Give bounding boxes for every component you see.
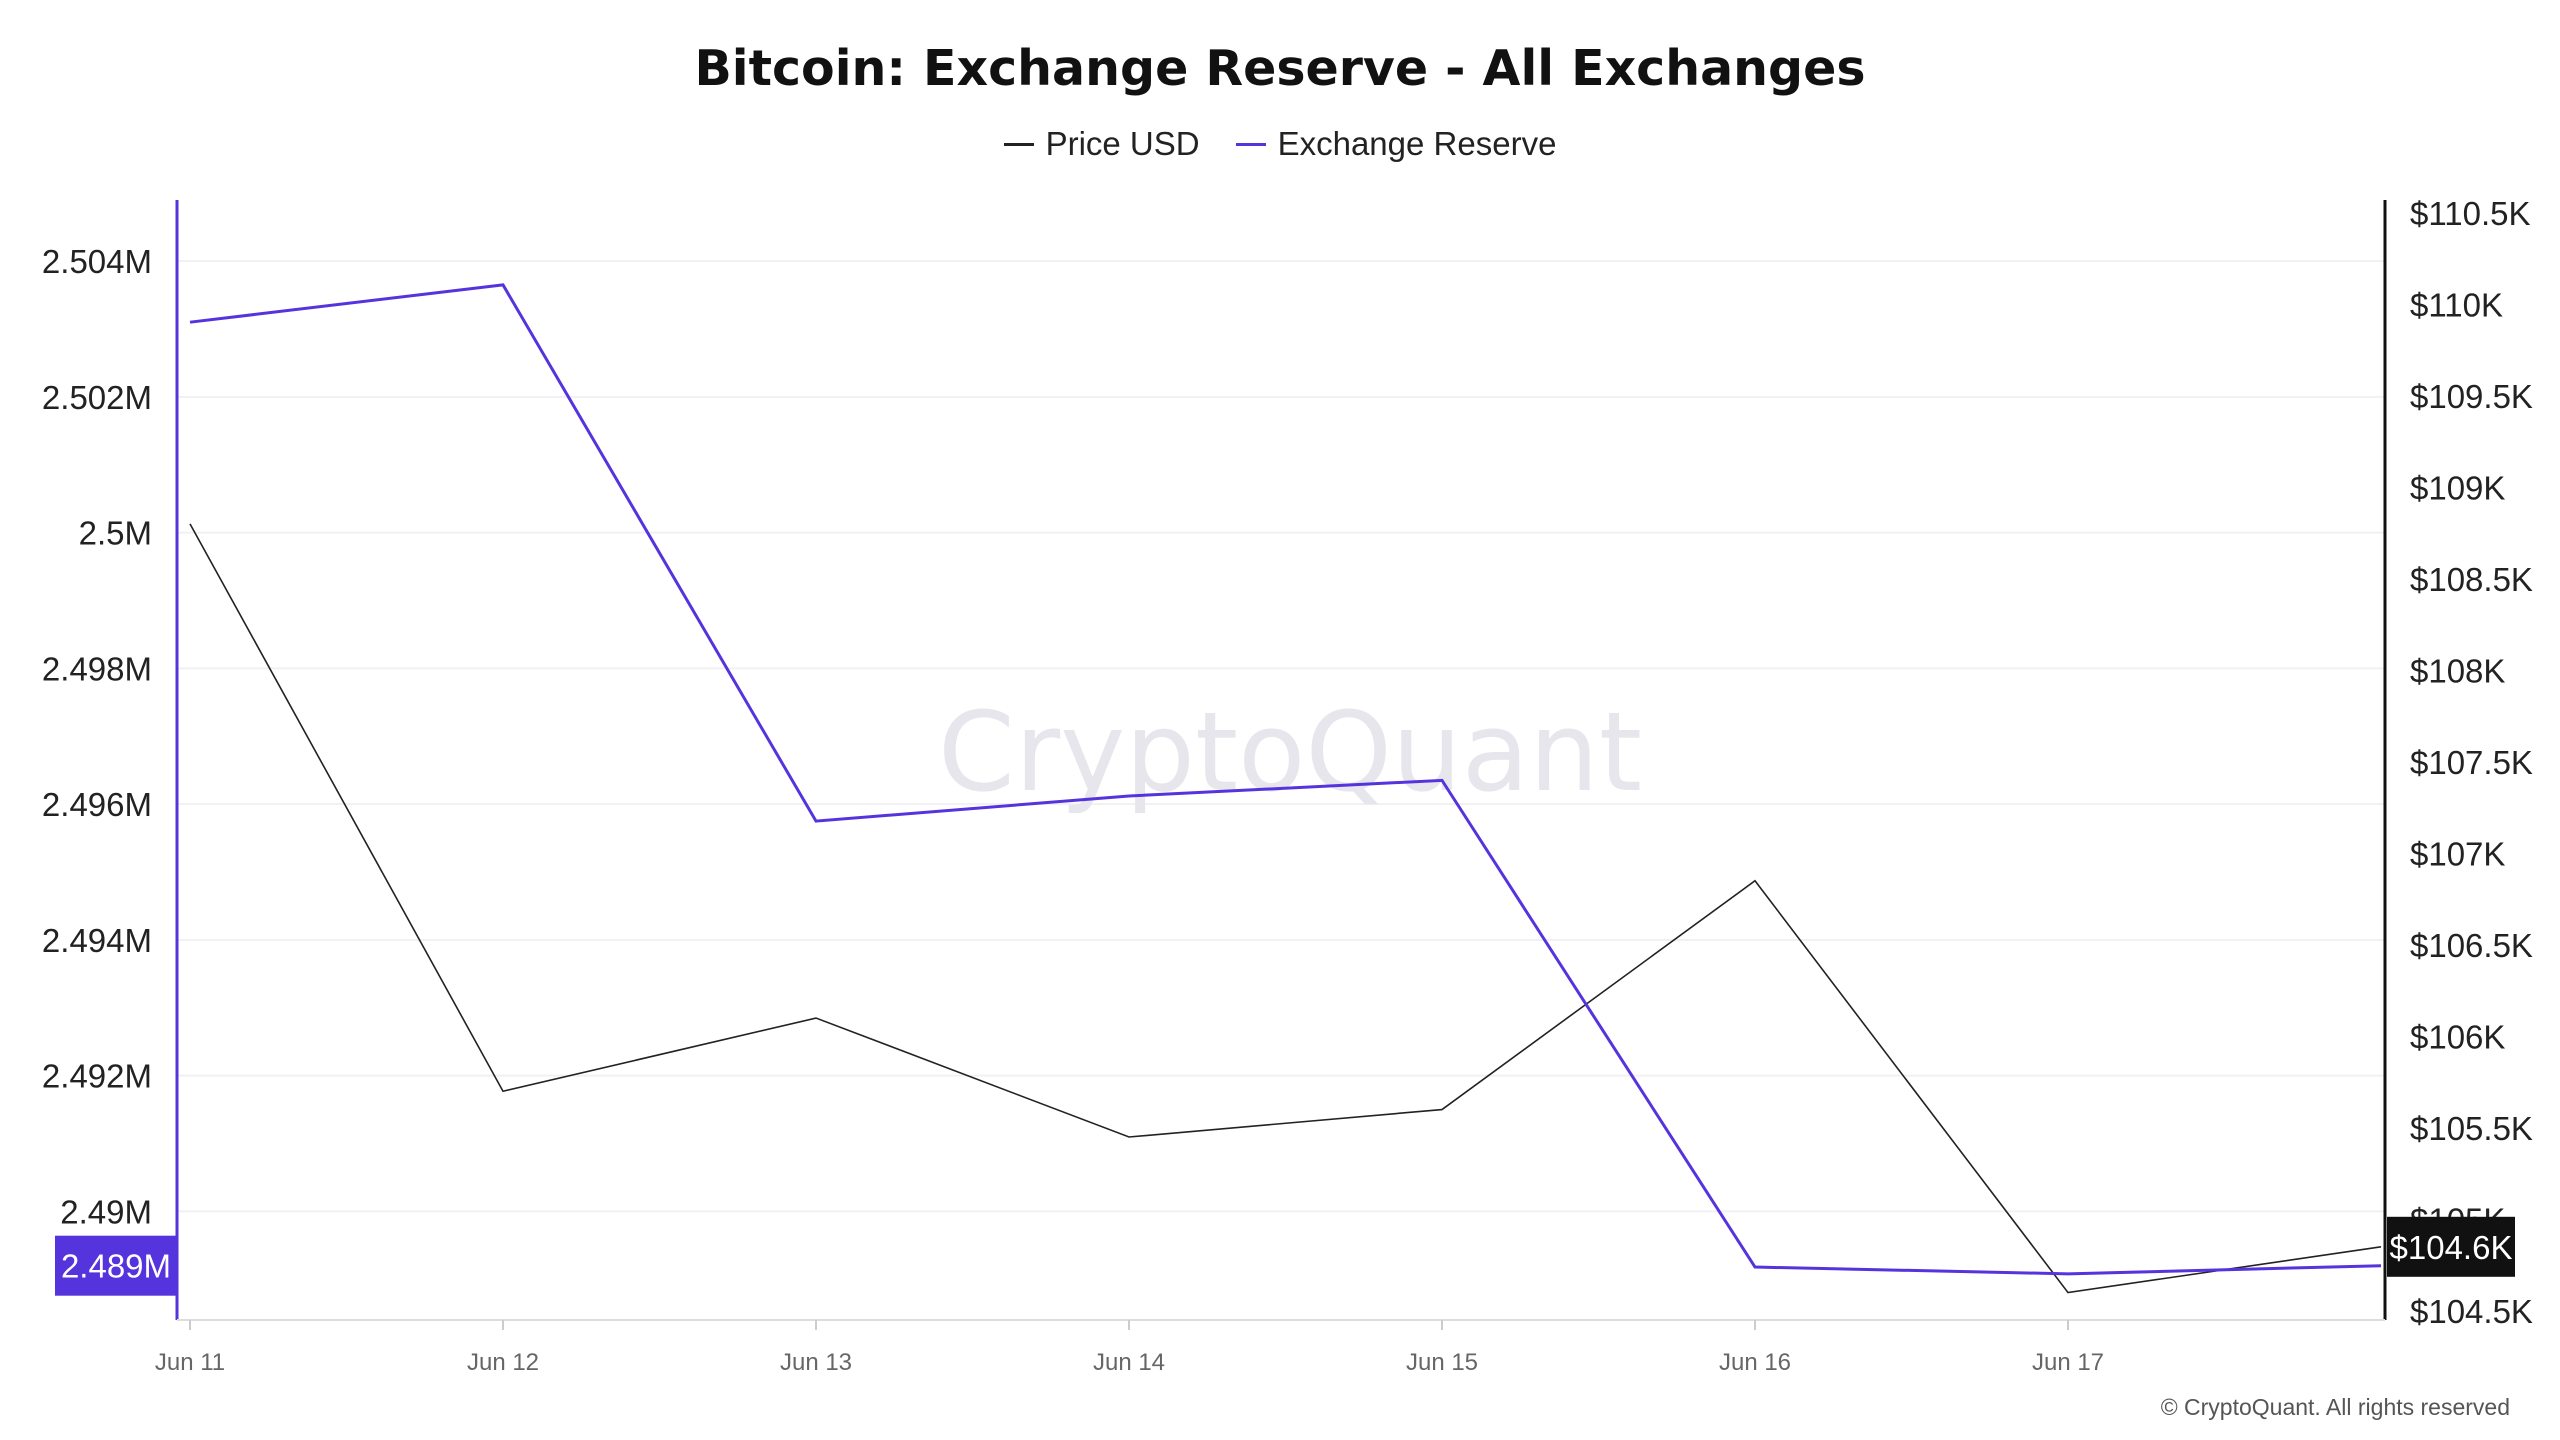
x-axis-tick-label: Jun 16 [1719,1349,1791,1376]
right-axis-tick-label: $109.5K [2410,378,2533,415]
labels-layer: 2.49M 2.492M 2.494M 2.496M 2.498M 2.5M 2.502M 2… [42,195,2533,1376]
right-axis-tick-label: $108K [2410,652,2505,689]
right-axis-tick-label: $110K [2410,286,2503,323]
right-axis-tick-label: $107.5K [2410,744,2533,781]
left-axis-tick-label: 2.504M [42,243,152,280]
x-axis-tick-label: Jun 15 [1406,1349,1478,1376]
left-axis-tick-label: 2.494M [42,922,152,959]
right-axis-tick-label: $105.5K [2410,1110,2533,1147]
x-axis-tick-label: Jun 14 [1093,1349,1165,1376]
right-axis-tick-label: $109K [2410,469,2505,506]
series-line-price-usd [189,523,2382,1294]
x-axis-tick-label: Jun 11 [155,1349,225,1376]
right-axis-tick-label: $108.5K [2410,561,2533,598]
legend-label-price: Price USD [1045,125,1200,162]
grid-layer [177,260,2385,1213]
series-line-exchange-reserve [189,283,2382,1276]
x-axis-tick-label: Jun 13 [780,1349,852,1376]
current-price-badge [2387,1216,2515,1277]
legend-swatch-reserve [1235,142,1266,146]
left-axis-tick-label: 2.492M [42,1058,152,1095]
legend: Price USD Exchange Reserve [0,125,2560,163]
left-axis-tick-label: 2.49M [60,1193,152,1230]
right-axis-tick-label: $106K [2410,1018,2505,1055]
current-price-label: $104.6K [2390,1229,2513,1266]
legend-entry-price[interactable]: Price USD [1003,125,1200,163]
chart-title: Bitcoin: Exchange Reserve - All Exchange… [694,40,1866,97]
axes-layer [175,200,2387,1330]
series-layer [189,283,2382,1294]
x-axis-tick-label: Jun 17 [2032,1349,2104,1376]
legend-entry-reserve[interactable]: Exchange Reserve [1235,125,1557,163]
right-axis-tick-label: $106.5K [2410,927,2533,964]
watermark: CryptoQuant [938,688,1642,816]
x-axis-tick-label: Jun 12 [467,1349,539,1376]
right-axis-tick-label: $107K [2410,835,2505,872]
right-axis-tick-label: $110.5K [2410,195,2531,232]
legend-label-reserve: Exchange Reserve [1277,125,1557,162]
copyright-note: © CryptoQuant. All rights reserved [2160,1394,2510,1420]
left-axis-tick-label: 2.496M [42,786,152,823]
left-axis-tick-label: 2.502M [42,379,152,416]
current-reserve-badge [55,1235,177,1296]
current-reserve-label: 2.489M [61,1248,171,1285]
left-axis-tick-label: 2.5M [79,515,152,552]
left-axis-tick-label: 2.498M [42,650,152,687]
legend-swatch-price [1003,142,1034,146]
right-axis-tick-label: $104.5K [2410,1293,2533,1330]
